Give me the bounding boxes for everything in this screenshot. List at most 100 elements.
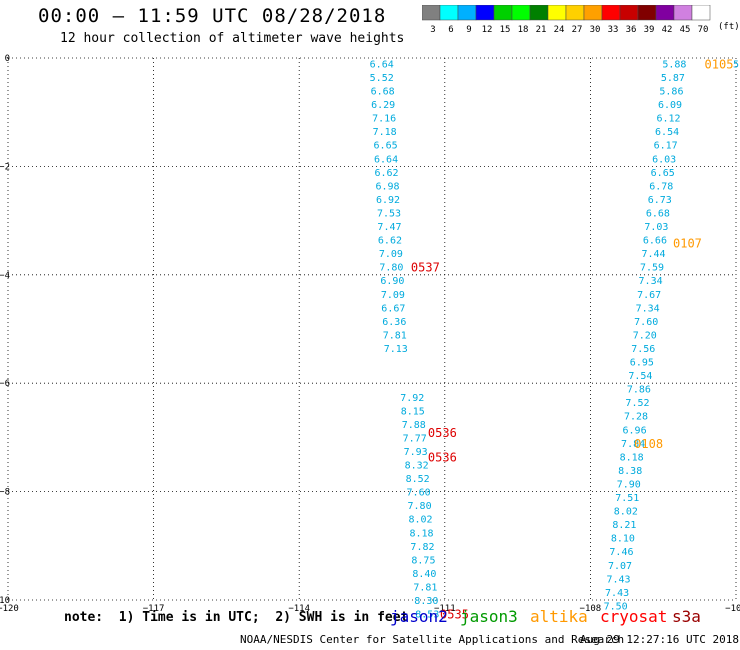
data-label: 7.51 <box>615 493 639 504</box>
data-label: 8.30 <box>414 596 438 607</box>
colorbar-level: 30 <box>590 25 601 35</box>
data-label: 6.36 <box>382 317 406 328</box>
data-label: 5.52 <box>370 73 394 84</box>
y-tick-label: 0 <box>5 54 10 64</box>
data-label: 8.32 <box>405 461 429 472</box>
data-label: 7.81 <box>383 330 407 341</box>
data-label: 8.53 <box>415 610 439 621</box>
footer-note: note: 1) Time is in UTC; 2) SWH is in fe… <box>64 610 409 625</box>
y-tick-label: −6 <box>0 379 10 389</box>
data-label: 8.18 <box>409 528 433 539</box>
data-label: 6.64 <box>374 154 398 165</box>
data-label: 7.07 <box>608 561 632 572</box>
series-track-c: 5.88 5.87 5.86 6.09 6.12 6.54 6.17 6.03 6.65 6.78… <box>604 59 687 612</box>
colorbar-level: 12 <box>482 25 493 35</box>
x-tick-label: −111 <box>434 604 456 614</box>
legend-altika: altika <box>530 607 588 626</box>
data-label: 8.21 <box>612 520 636 531</box>
series-track-b: 7.92 8.15 7.88 7.77 7.93 8.32 8.52 7.60 7.80 8.02… <box>400 393 439 621</box>
legend-jason3: jason3 <box>460 607 518 626</box>
data-label: 6.65 <box>651 168 675 179</box>
data-label: 5.87 <box>661 73 685 84</box>
data-label: 7.09 <box>381 290 405 301</box>
data-label: 7.90 <box>617 479 641 490</box>
data-label: 6.92 <box>376 195 400 206</box>
series-track-a: 6.64 5.52 6.68 6.29 7.16 7.18 6.65 6.64 6.62 6.98… <box>370 59 408 355</box>
time-annotation: 0535 <box>440 608 469 622</box>
colorbar-level: 45 <box>680 25 691 35</box>
data-label: 7.34 <box>636 303 660 314</box>
colorbar-level: 27 <box>572 25 583 35</box>
x-tick-label: −120 <box>0 604 19 614</box>
data-label: 7.81 <box>413 582 437 593</box>
footer-timestamp: Aug 29 12:27:16 UTC 2018 <box>580 633 739 646</box>
data-label: 7.84 <box>621 439 645 450</box>
data-label: 6.78 <box>649 181 673 192</box>
data-label: 6.96 <box>623 425 647 436</box>
data-label: 8.38 <box>618 466 642 477</box>
data-label: 7.67 <box>637 290 661 301</box>
data-label: 8.15 <box>401 406 425 417</box>
data-label: 6.09 <box>658 100 682 111</box>
data-label: 7.50 <box>604 601 628 612</box>
data-label: 7.18 <box>373 127 397 138</box>
data-label: 7.52 <box>625 398 649 409</box>
data-label: 6.90 <box>380 276 404 287</box>
data-label: 7.60 <box>407 488 431 499</box>
data-label: 7.80 <box>379 263 403 274</box>
data-label: 6.68 <box>371 87 395 98</box>
grid <box>7 57 737 601</box>
x-tick-label: −114 <box>288 604 310 614</box>
colorbar-level: 6 <box>448 25 453 35</box>
legend-s3a: s3a <box>672 607 701 626</box>
data-label: 6.03 <box>652 154 676 165</box>
footer-credit: NOAA/NESDIS Center for Satellite Applica… <box>240 633 625 646</box>
data-label: 6.67 <box>381 303 405 314</box>
colorbar-level: 3 <box>430 25 435 35</box>
data-label: 7.46 <box>609 547 633 558</box>
chart-title: 00:00 – 11:59 UTC 08/28/2018 <box>38 5 387 27</box>
data-label: 6.95 <box>630 358 654 369</box>
time-annotation: 0105 <box>705 57 734 71</box>
data-label: 7.53 <box>377 208 401 219</box>
data-label: 6.62 <box>375 168 399 179</box>
data-label: 8.52 <box>406 474 430 485</box>
data-label: 7.80 <box>408 501 432 512</box>
chart-subtitle: 12 hour collection of altimeter wave hei… <box>60 31 405 46</box>
y-tick-label: −8 <box>0 488 10 498</box>
colorbar-unit: (ft) <box>718 22 740 32</box>
time-annotation: 0537 <box>411 261 440 275</box>
colorbar-level: 18 <box>518 25 529 35</box>
data-label: 8.40 <box>412 569 436 580</box>
colorbar-level: 42 <box>662 25 673 35</box>
data-label: 6.54 <box>655 127 679 138</box>
data-label: 7.59 <box>640 263 664 274</box>
data-label: 6.73 <box>648 195 672 206</box>
colorbar-level: 36 <box>626 25 637 35</box>
legend-cryosat: cryosat <box>600 607 668 626</box>
data-label: 7.56 <box>631 344 655 355</box>
data-label: 7.60 <box>634 317 658 328</box>
data-label: 7.92 <box>400 393 424 404</box>
data-label: 7.13 <box>384 344 408 355</box>
y-tick-label: −4 <box>0 271 10 281</box>
time-annotation: 0536 <box>428 426 457 440</box>
data-label: 7.43 <box>607 574 631 585</box>
data-label: 6.29 <box>371 100 395 111</box>
data-label: 7.93 <box>404 447 428 458</box>
data-label: 7.09 <box>379 249 403 260</box>
data-label: 7.86 <box>627 385 651 396</box>
data-label: 7.77 <box>403 433 427 444</box>
data-label: 5.88 <box>662 59 686 70</box>
x-tick-label: −105 <box>725 604 740 614</box>
colorbar-level: 15 <box>500 25 511 35</box>
colorbar-level: 70 <box>698 25 709 35</box>
data-label: 6.62 <box>378 236 402 247</box>
data-label: 5.86 <box>659 87 683 98</box>
edge-data-label: 5 <box>733 59 739 70</box>
data-label: 7.28 <box>624 412 648 423</box>
x-tick-label: −117 <box>143 604 165 614</box>
data-label: 6.66 <box>643 236 667 247</box>
data-label: 6.98 <box>375 181 399 192</box>
